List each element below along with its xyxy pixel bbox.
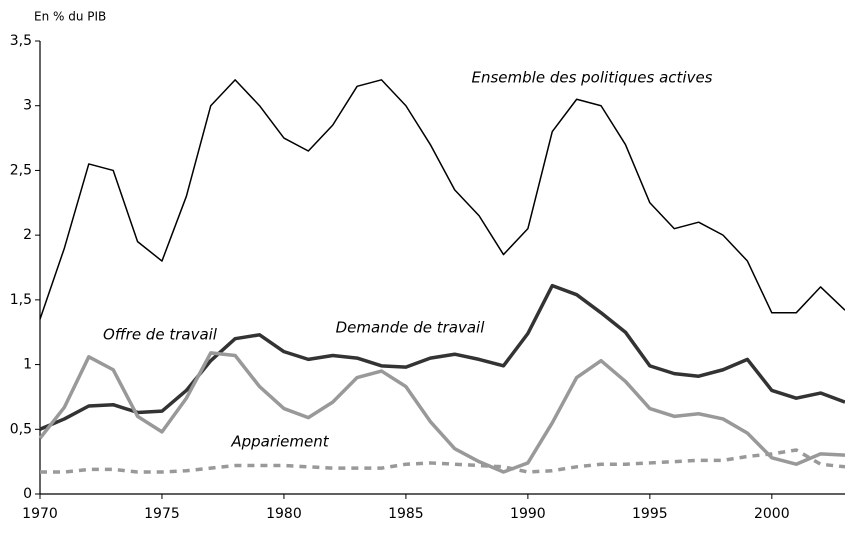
series-line bbox=[39, 79, 845, 320]
x-tick-label: 1995 bbox=[632, 506, 668, 522]
y-tick-label: 1 bbox=[23, 357, 32, 373]
series-annotation: Offre de travail bbox=[103, 326, 218, 344]
y-tick-label: 2 bbox=[23, 227, 32, 243]
x-tick-label: 1975 bbox=[144, 506, 180, 522]
series-line bbox=[39, 283, 845, 431]
series-line bbox=[38, 351, 845, 474]
series-annotation: Appariement bbox=[230, 433, 329, 451]
y-tick-label: 3 bbox=[23, 98, 32, 114]
series-annotation: Ensemble des politiques actives bbox=[472, 69, 713, 87]
series-line bbox=[40, 448, 845, 474]
x-tick-label: 2000 bbox=[754, 506, 790, 522]
x-tick-label: 1990 bbox=[510, 506, 546, 522]
y-tick-label: 2,5 bbox=[10, 162, 32, 178]
y-tick-label: 3,5 bbox=[10, 33, 32, 49]
y-tick-label: 0,5 bbox=[10, 421, 32, 437]
x-tick-label: 1980 bbox=[266, 506, 302, 522]
x-tick-label: 1970 bbox=[22, 506, 58, 522]
series-annotation: Demande de travail bbox=[336, 319, 486, 337]
x-tick-label: 1985 bbox=[388, 506, 424, 522]
y-axis-label: En % du PIB bbox=[34, 10, 106, 24]
y-tick-label: 0 bbox=[23, 486, 32, 502]
y-tick-label: 1,5 bbox=[10, 292, 32, 308]
